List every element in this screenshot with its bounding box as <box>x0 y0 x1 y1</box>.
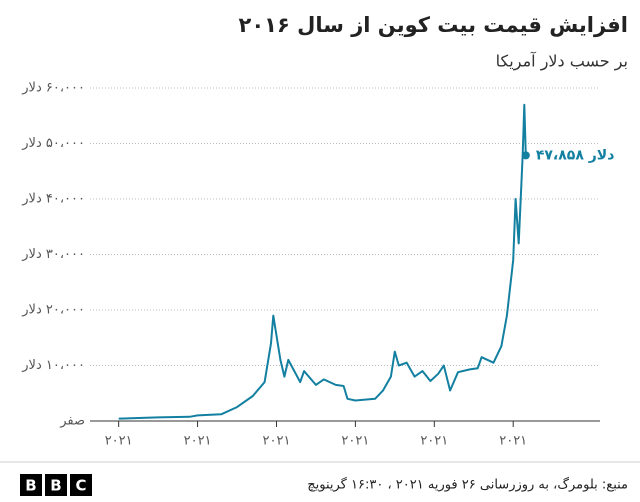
y-tick-label: صفر <box>59 414 85 429</box>
logo-letter: B <box>25 477 36 495</box>
chart-title: افزایش قیمت بیت کوین از سال ۲۰۱۶ <box>239 13 628 37</box>
logo-box <box>45 474 67 496</box>
y-tick-label: ۵۰،۰۰۰ دلار <box>21 136 85 151</box>
y-tick-label: ۱۰،۰۰۰ دلار <box>21 358 85 373</box>
y-tick-label: ۶۰،۰۰۰ دلار <box>21 81 85 96</box>
logo-box <box>20 474 42 496</box>
x-tick-label: ۲۰۲۱ <box>341 434 369 449</box>
logo-letter: C <box>75 477 86 495</box>
x-tick-label: ۲۰۲۱ <box>105 434 133 449</box>
chart-subtitle: بر حسب دلار آمریکا <box>496 52 628 72</box>
price-line <box>118 103 527 420</box>
y-tick-label: ۴۰،۰۰۰ دلار <box>21 192 85 207</box>
y-tick-label: ۲۰،۰۰۰ دلار <box>21 303 85 318</box>
y-tick-label: ۳۰،۰۰۰ دلار <box>21 247 85 262</box>
x-tick-label: ۲۰۲۱ <box>420 434 448 449</box>
x-tick-label: ۲۰۲۱ <box>499 434 527 449</box>
logo-letter: B <box>50 477 61 495</box>
end-dot <box>521 151 530 160</box>
annotation: ۴۷،۸۵۸ دلار <box>536 147 615 163</box>
x-tick-label: ۲۰۲۱ <box>263 434 291 449</box>
source: منبع: بلومرگ، به روزرسانی ۲۶ فوریه ۲۰۲۱ … <box>307 476 628 493</box>
logo-box <box>70 474 92 496</box>
x-tick-label: ۲۰۲۱ <box>184 434 212 449</box>
